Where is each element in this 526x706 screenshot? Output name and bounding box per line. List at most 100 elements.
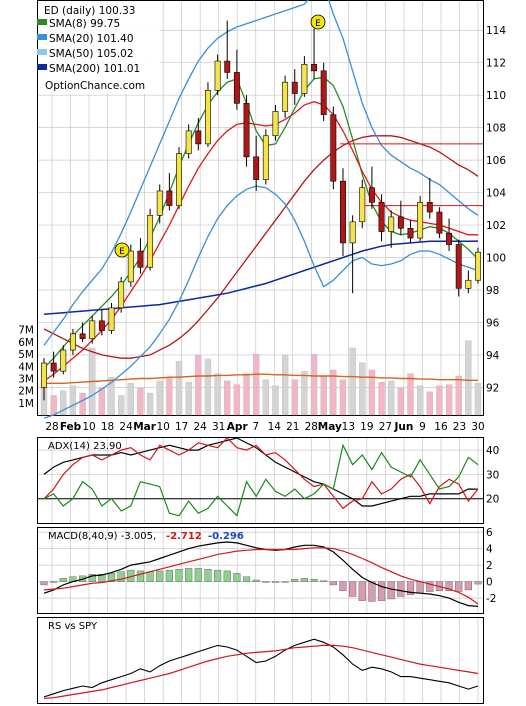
volume-bar: [185, 381, 192, 416]
candle-body: [214, 60, 221, 91]
sma8-line: [43, 76, 479, 369]
price-tick-label: 98: [486, 285, 499, 297]
macd-histogram-bar: [329, 581, 337, 586]
macd-tick-label: 6: [486, 527, 493, 539]
candle-body: [262, 135, 269, 180]
price-tick-label: 108: [486, 123, 506, 135]
macd-line: [43, 541, 479, 607]
macd-histogram-bar: [358, 581, 366, 601]
volume-bar: [388, 380, 395, 416]
macd-panel-frame: [37, 527, 484, 614]
volume-bar: [281, 355, 289, 416]
volume-bar: [118, 395, 125, 416]
rs-label: RS vs SPY: [48, 621, 98, 632]
macd-histogram-bar: [204, 569, 212, 582]
volume-bar: [108, 377, 115, 416]
macd-histogram-bar: [59, 578, 67, 582]
x-tick-label: Mar: [133, 421, 157, 433]
volume-bar: [407, 373, 414, 416]
volume-bar: [137, 388, 144, 416]
earnings-marker-2: E: [310, 14, 326, 30]
volume-tick-label: 1M: [18, 398, 34, 410]
candle-body: [417, 202, 424, 239]
macd-histogram-bar: [464, 581, 472, 591]
macd-histogram-bar: [387, 581, 395, 600]
x-tick-label: 24: [119, 421, 133, 433]
x-tick-label: Feb: [60, 421, 82, 433]
x-tick-label: 27: [379, 421, 392, 433]
macd-histogram-bar: [40, 581, 48, 586]
svg-text:E: E: [315, 19, 321, 29]
chart-title: ED (daily) 100.33: [44, 5, 135, 17]
x-tick-label: 14: [268, 421, 282, 433]
svg-text:SMA(50) 105.02: SMA(50) 105.02: [49, 48, 134, 60]
macd-histogram-bar: [136, 570, 145, 582]
volume-tick-label: 4M: [18, 361, 34, 373]
macd-histogram-bar: [474, 581, 482, 585]
volume-tick-label: 6M: [18, 337, 34, 349]
candle-body: [147, 215, 154, 268]
volume-bar: [262, 379, 269, 416]
sma200-line: [43, 240, 479, 316]
candle-body: [50, 362, 57, 372]
candle-body: [176, 153, 182, 206]
macd-histogram-bar: [310, 578, 318, 582]
volume-bar: [195, 355, 202, 416]
candle-body: [233, 72, 240, 104]
price-tick-label: 102: [486, 220, 506, 232]
macd-histogram-bar: [165, 569, 173, 582]
candle-body: [455, 244, 462, 289]
macd-histogram-bar: [146, 571, 154, 582]
volume-tick-label: 7M: [18, 325, 34, 337]
price-tick-label: 114: [486, 25, 506, 37]
macd-label: MACD(8,40,9) -3.005,: [48, 531, 156, 542]
macd-histogram-bar: [185, 568, 193, 582]
candle-body: [446, 232, 453, 245]
volume-bar: [349, 347, 356, 416]
candle-body: [320, 70, 327, 115]
sma20-line: [43, 101, 478, 382]
price-tick-label: 92: [486, 382, 499, 394]
macd-hist-value: -0.296: [208, 531, 244, 542]
price-tick-label: 112: [486, 58, 506, 70]
macd-histogram-bar: [349, 581, 357, 597]
volume-bar: [175, 361, 183, 416]
candle-body: [291, 81, 298, 94]
volume-tick-label: 3M: [18, 373, 34, 385]
candle-body: [301, 64, 308, 94]
macd-histogram-bar: [233, 573, 241, 582]
candle-body: [368, 187, 375, 203]
macd-histogram-bar: [252, 579, 260, 582]
legend-item-sma200: SMA(200) 101.01: [37, 63, 140, 75]
volume-bar: [156, 380, 163, 416]
x-tick-label: Apr: [227, 421, 249, 433]
candle-body: [330, 114, 337, 182]
macd-histogram-bar: [320, 580, 328, 582]
volume-bar: [243, 373, 250, 416]
macd-histogram-bar: [455, 581, 463, 592]
candle-body: [282, 81, 289, 112]
macd-histogram-bar: [223, 570, 231, 582]
plus-di-line: [43, 437, 479, 510]
macd-histogram-bar: [156, 570, 164, 582]
macd-histogram-bar: [281, 581, 289, 583]
x-tick-label: 17: [175, 421, 188, 433]
volume-bar: [214, 373, 221, 416]
volume-bar: [339, 379, 347, 416]
macd-histogram-bar: [98, 574, 106, 582]
candle-body: [137, 250, 144, 268]
candle-body: [79, 333, 86, 339]
rs-line: [43, 638, 479, 698]
volume-bar: [301, 371, 308, 416]
candle-body: [349, 221, 356, 244]
volume-bar: [272, 385, 279, 416]
candle-body: [118, 281, 125, 309]
candle-body: [224, 60, 231, 73]
adx-panel-frame: [37, 437, 484, 524]
macd-histogram-bar: [194, 568, 202, 582]
macd-histogram-bar: [50, 581, 58, 583]
candle-body: [185, 130, 192, 154]
x-tick-label: 30: [471, 421, 484, 433]
volume-bar: [397, 388, 404, 416]
candle-body: [108, 307, 115, 331]
